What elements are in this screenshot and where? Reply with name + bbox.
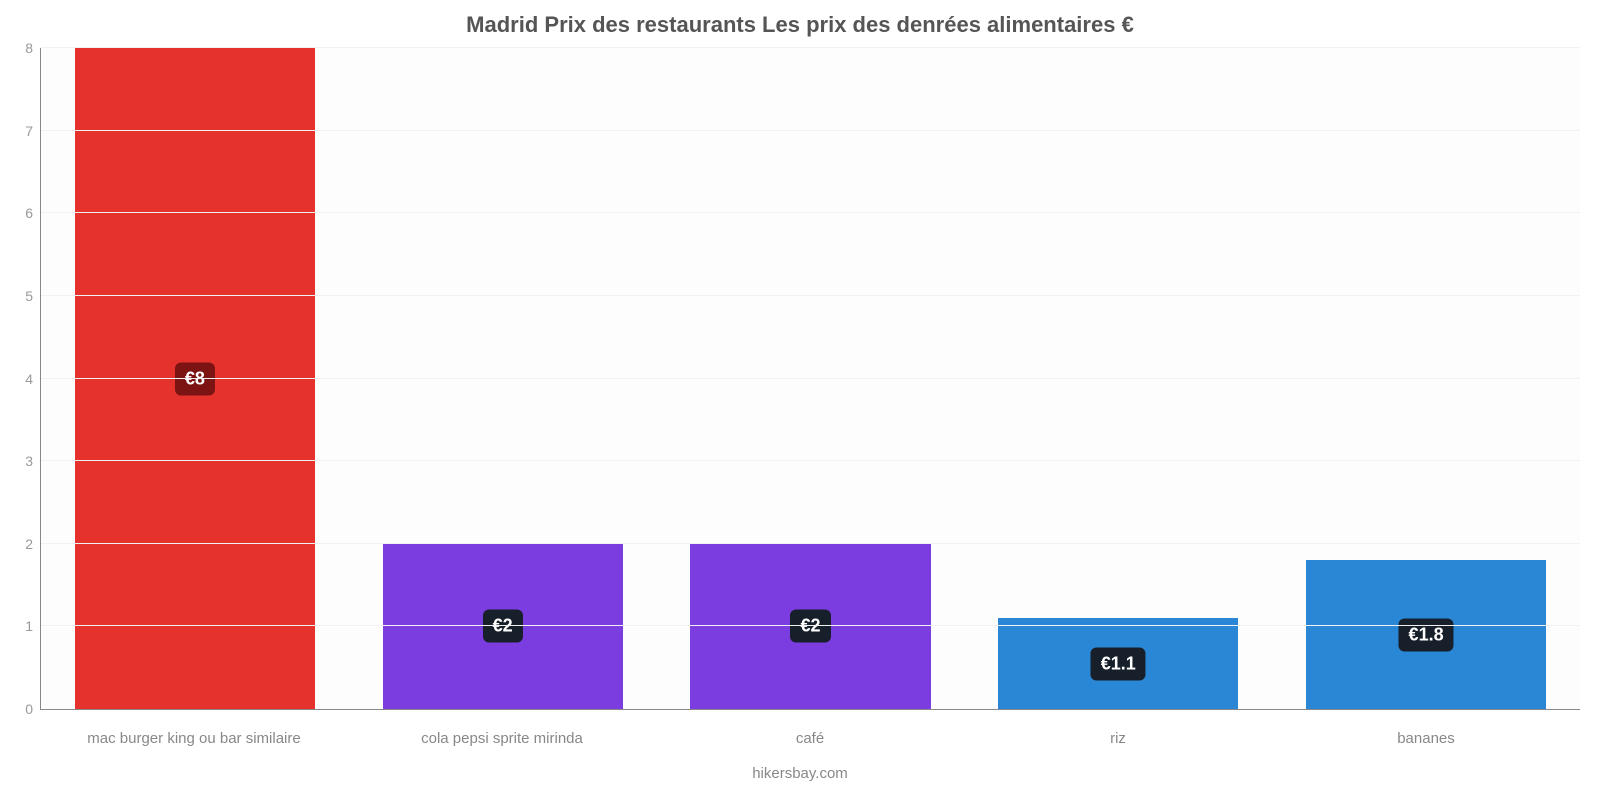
x-axis-label: cola pepsi sprite mirinda — [348, 730, 656, 748]
bar-value-label: €2 — [790, 610, 830, 643]
y-tick-label: 7 — [25, 123, 41, 139]
chart-credit: hikersbay.com — [0, 765, 1600, 782]
x-axis-label: café — [656, 730, 964, 748]
gridline — [41, 378, 1580, 379]
y-tick-label: 0 — [25, 701, 41, 717]
bar-slot: €1.8 — [1272, 48, 1580, 709]
bar-value-label: €2 — [483, 610, 523, 643]
plot-area: €8€2€2€1.1€1.8 012345678 — [40, 48, 1580, 710]
gridline — [41, 708, 1580, 709]
x-axis-label: bananes — [1272, 730, 1580, 748]
gridline — [41, 295, 1580, 296]
y-tick-label: 5 — [25, 288, 41, 304]
gridline — [41, 212, 1580, 213]
bar: €1.1 — [998, 618, 1238, 709]
bar: €1.8 — [1306, 560, 1546, 709]
y-tick-label: 8 — [25, 40, 41, 56]
y-tick-label: 2 — [25, 536, 41, 552]
bar-slot: €2 — [657, 48, 965, 709]
gridline — [41, 460, 1580, 461]
y-tick-label: 4 — [25, 371, 41, 387]
bar-slot: €8 — [41, 48, 349, 709]
gridline — [41, 47, 1580, 48]
gridline — [41, 543, 1580, 544]
x-axis-labels: mac burger king ou bar similairecola pep… — [40, 730, 1580, 748]
bar-value-label: €8 — [175, 362, 215, 395]
y-tick-label: 1 — [25, 618, 41, 634]
x-axis-label: riz — [964, 730, 1272, 748]
chart-title: Madrid Prix des restaurants Les prix des… — [0, 12, 1600, 38]
price-bar-chart: Madrid Prix des restaurants Les prix des… — [0, 0, 1600, 800]
bar-slot: €2 — [349, 48, 657, 709]
y-tick-label: 6 — [25, 205, 41, 221]
bar: €2 — [383, 544, 623, 709]
bar-slot: €1.1 — [964, 48, 1272, 709]
bars-container: €8 €2 €2 €1.1 €1.8 — [41, 48, 1580, 709]
y-tick-label: 3 — [25, 453, 41, 469]
bar: €8 — [75, 48, 315, 709]
x-axis-label: mac burger king ou bar similaire — [40, 730, 348, 748]
gridline — [41, 625, 1580, 626]
bar-value-label: €1.1 — [1091, 647, 1146, 680]
bar-value-label: €1.8 — [1399, 618, 1454, 651]
bar: €2 — [690, 544, 930, 709]
gridline — [41, 130, 1580, 131]
